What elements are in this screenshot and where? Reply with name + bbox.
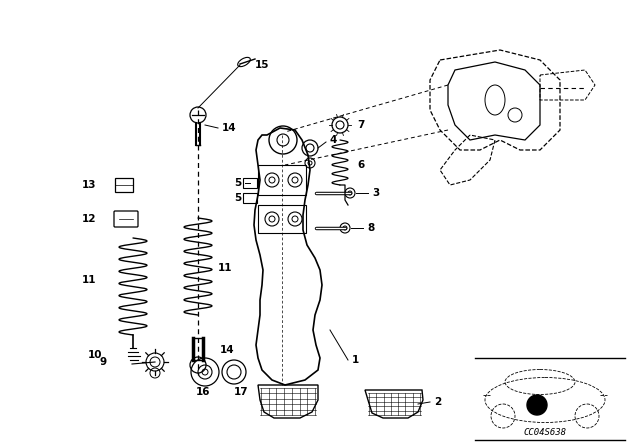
Text: 5: 5 bbox=[234, 193, 241, 203]
Bar bbox=[115, 178, 133, 192]
Text: 13: 13 bbox=[82, 180, 97, 190]
Text: 11: 11 bbox=[218, 263, 232, 273]
Text: 2: 2 bbox=[434, 397, 441, 407]
Text: 6: 6 bbox=[357, 160, 364, 170]
Text: 8: 8 bbox=[367, 223, 374, 233]
Text: 11: 11 bbox=[82, 275, 97, 285]
Text: 14: 14 bbox=[222, 123, 237, 133]
Text: 5: 5 bbox=[234, 178, 241, 188]
Bar bbox=[258, 205, 306, 233]
Text: 10: 10 bbox=[88, 350, 102, 360]
Text: 4: 4 bbox=[330, 135, 337, 145]
Text: CC04S638: CC04S638 bbox=[524, 428, 566, 437]
Bar bbox=[258, 165, 306, 195]
Circle shape bbox=[527, 395, 547, 415]
Text: 9: 9 bbox=[100, 357, 107, 367]
Bar bbox=[243, 193, 257, 203]
Text: 1: 1 bbox=[352, 355, 359, 365]
Text: 16: 16 bbox=[196, 387, 211, 397]
Text: 17: 17 bbox=[234, 387, 248, 397]
Text: 12: 12 bbox=[82, 214, 97, 224]
Text: 3: 3 bbox=[372, 188, 380, 198]
Text: 15: 15 bbox=[255, 60, 269, 70]
Bar bbox=[243, 178, 257, 188]
Text: 14: 14 bbox=[220, 345, 235, 355]
Text: 7: 7 bbox=[357, 120, 364, 130]
